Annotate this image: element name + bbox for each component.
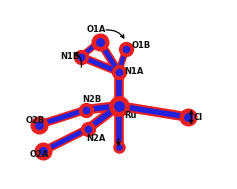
Text: O2A: O2A [30, 150, 49, 160]
FancyArrowPatch shape [75, 53, 82, 67]
Text: O1B: O1B [132, 41, 151, 50]
Text: O2B: O2B [26, 116, 45, 125]
FancyArrowPatch shape [106, 30, 124, 38]
Text: Ru: Ru [124, 111, 137, 120]
Text: Cl: Cl [194, 113, 203, 122]
Text: O1A: O1A [86, 25, 105, 34]
Text: N2B: N2B [82, 95, 102, 104]
Text: N1A: N1A [124, 67, 144, 76]
Text: N1B: N1B [60, 52, 79, 61]
FancyArrowPatch shape [190, 111, 193, 123]
Text: N2A: N2A [86, 134, 106, 143]
